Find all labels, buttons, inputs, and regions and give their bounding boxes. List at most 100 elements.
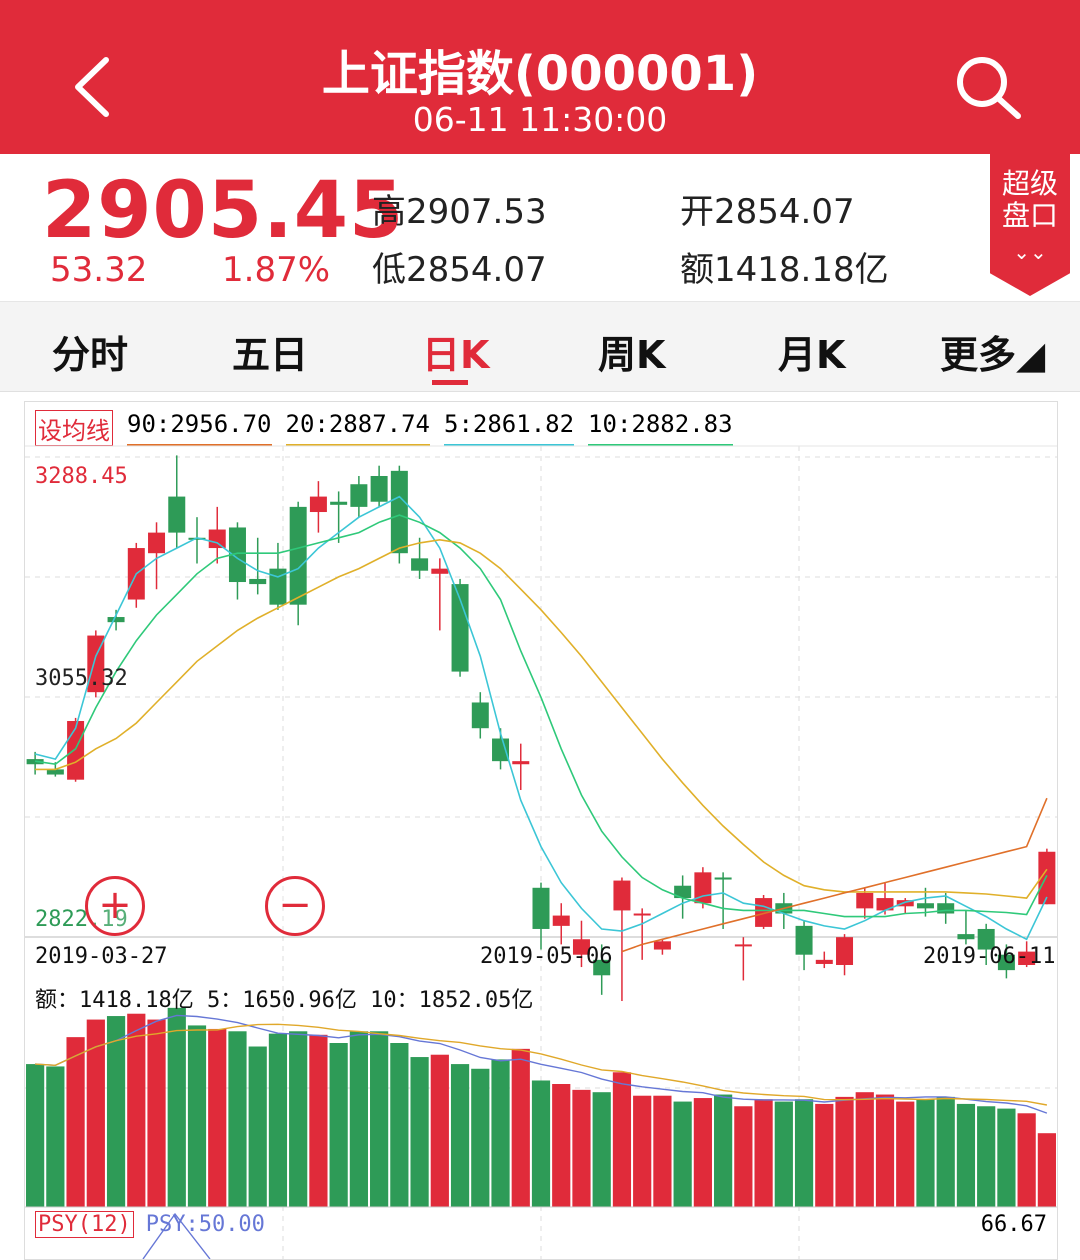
tab-monthly-k[interactable]: 月K — [778, 333, 846, 377]
minus-icon: − — [278, 882, 312, 928]
volume-bar — [936, 1096, 955, 1207]
volume-bar — [430, 1054, 449, 1207]
ma10-line — [34, 514, 1048, 918]
candle-body — [734, 944, 752, 947]
volume-bar — [147, 1019, 166, 1207]
search-icon[interactable] — [950, 52, 1026, 122]
candle-body — [977, 928, 995, 950]
tab-daily-k[interactable]: 日K — [422, 333, 490, 377]
candle-body — [957, 934, 975, 940]
volume-bar — [370, 1031, 389, 1207]
page-subtitle: 06-11 11:30:00 — [412, 100, 668, 139]
candle-body — [451, 584, 469, 672]
candle-body — [107, 617, 125, 623]
candle-body — [674, 885, 692, 899]
candle-body — [856, 892, 874, 909]
volume-bar — [673, 1101, 692, 1207]
volume-bar — [349, 1031, 368, 1207]
candle-body — [613, 880, 631, 911]
volume-bar — [268, 1033, 288, 1207]
volume-bar — [187, 1025, 207, 1207]
stat-amount: 额1418.18亿 — [680, 242, 889, 291]
candle-body — [876, 898, 894, 911]
tab-five-day[interactable]: 五日 — [232, 333, 309, 377]
volume-ma10-line — [35, 1023, 1048, 1106]
volume-bar — [916, 1099, 935, 1207]
candle-body — [653, 941, 671, 950]
chart-canvas — [25, 445, 1057, 1259]
ma10-label: 10:2882.83 — [588, 410, 733, 446]
volume-bar — [66, 1037, 85, 1207]
candle-body — [269, 568, 287, 605]
price-change-pct: 1.87% — [222, 250, 331, 290]
stat-high-value: 2907.53 — [406, 192, 547, 232]
psy-axis-value: 66.67 — [980, 1212, 1047, 1237]
double-chevron-down-icon: ⌄⌄ — [1013, 240, 1047, 264]
volume-bar — [26, 1064, 45, 1207]
volume-bar — [511, 1048, 530, 1207]
zoom-out-button[interactable]: − — [265, 876, 325, 936]
candle-body — [87, 635, 105, 693]
zoom-in-button[interactable]: + — [85, 876, 145, 936]
candle-body — [168, 496, 186, 533]
volume-bar — [693, 1098, 712, 1207]
volume-bar — [774, 1101, 793, 1207]
psy-indicator-button[interactable]: PSY(12) — [35, 1211, 134, 1238]
volume-bar — [794, 1099, 814, 1207]
volume-bar — [835, 1096, 854, 1207]
volume-bar — [248, 1046, 267, 1207]
candle-body — [1018, 951, 1036, 965]
candle-body — [815, 959, 833, 964]
stat-low-label: 低 — [372, 250, 406, 290]
tab-weekly-k[interactable]: 周K — [598, 333, 666, 377]
super-orderbook-button[interactable]: 超级 盘口 ⌄⌄ — [990, 154, 1070, 296]
candle-body — [188, 537, 206, 540]
volume-bar — [309, 1034, 328, 1207]
volume-bar — [531, 1080, 551, 1207]
candle-body — [289, 506, 307, 605]
candle-body — [492, 738, 510, 762]
volume-bar — [875, 1094, 895, 1207]
kline-chart[interactable]: 设均线 90:2956.70 20:2887.74 5:2861.82 10:2… — [24, 401, 1058, 1260]
psy-line — [142, 1212, 211, 1259]
candle-body — [916, 903, 934, 909]
plus-icon: + — [98, 882, 132, 928]
candle-body — [249, 578, 267, 585]
ma90-line — [621, 797, 1048, 953]
ma5-label: 5:2861.82 — [444, 410, 575, 446]
candle-body — [350, 484, 368, 507]
x-date-start: 2019-03-27 — [35, 944, 168, 969]
volume-bar — [471, 1068, 490, 1207]
volume-bar — [592, 1092, 611, 1207]
candle-body — [896, 900, 914, 907]
volume-bar — [977, 1106, 996, 1207]
volume-bar — [1017, 1113, 1036, 1207]
volume-bar — [956, 1103, 976, 1207]
volume-bar — [633, 1095, 652, 1207]
y-axis-top: 3288.45 — [35, 464, 128, 489]
candle-body — [937, 903, 955, 914]
candle-body — [148, 532, 166, 554]
candle-body — [67, 721, 85, 780]
candle-body — [208, 529, 226, 549]
volume-bar — [572, 1089, 591, 1207]
ma20-label: 20:2887.74 — [285, 410, 430, 446]
volume-bar — [106, 1016, 126, 1207]
candle-body — [836, 937, 854, 965]
candle-body — [552, 915, 570, 926]
x-date-end: 2019-06-11 — [923, 944, 1056, 969]
psy-value: PSY:50.00 — [145, 1212, 265, 1237]
ma5-line — [34, 495, 1048, 941]
tab-more[interactable]: 更多◢ — [940, 333, 1046, 377]
volume-bar — [167, 1007, 186, 1207]
tab-intraday[interactable]: 分时 — [52, 333, 129, 377]
volume-bar — [329, 1043, 348, 1207]
candle-body — [593, 959, 611, 976]
candle-body — [512, 761, 530, 765]
candle-body — [411, 558, 429, 571]
candle-body — [330, 501, 348, 505]
chevron-left-icon[interactable] — [66, 52, 126, 122]
active-tab-indicator — [432, 380, 468, 385]
y-axis-mid: 3055.32 — [35, 666, 128, 691]
volume-bar — [552, 1084, 571, 1207]
